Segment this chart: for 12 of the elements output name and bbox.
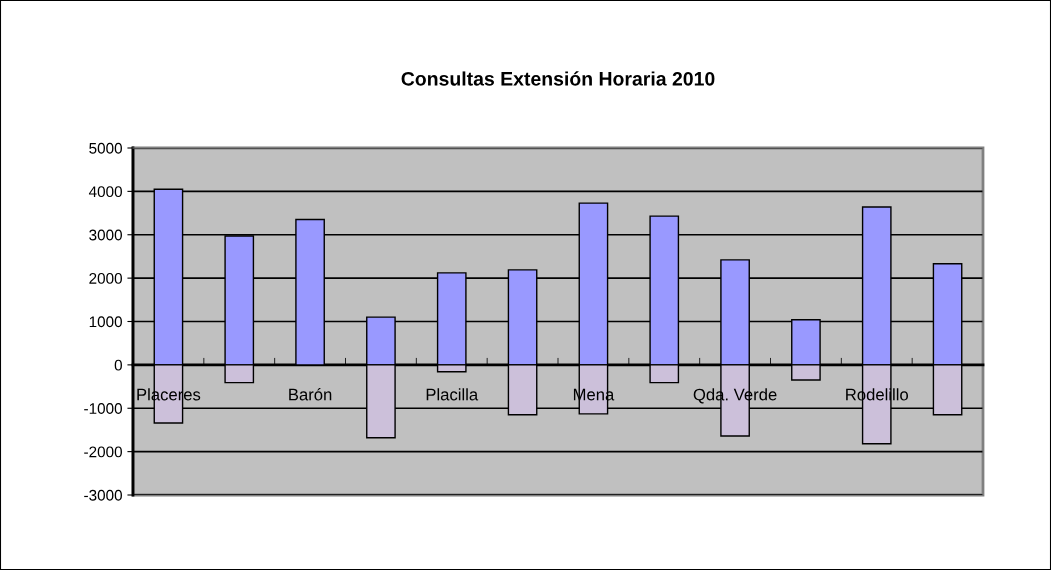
y-tick-label: -3000: [84, 489, 122, 501]
y-tick-label: 3000: [89, 229, 122, 241]
x-tick-label: Barón: [289, 388, 332, 401]
y-tick-label: 5000: [89, 142, 122, 154]
y-tick-label: 1000: [89, 316, 122, 328]
chart-title: Consultas Extensión Horaria 2010: [401, 71, 715, 86]
y-tick-label: -2000: [84, 446, 122, 458]
y-tick-label: 4000: [88, 186, 122, 198]
x-tick-label: Placilla: [426, 388, 479, 401]
y-tick-label: 0: [114, 359, 122, 371]
y-tick-label: 2000: [89, 272, 122, 284]
y-tick-label: -1000: [84, 403, 122, 414]
